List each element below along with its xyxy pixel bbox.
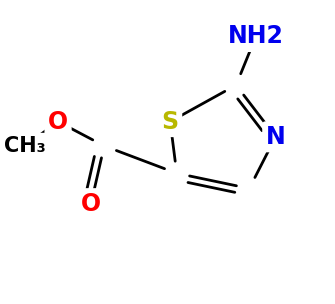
Text: O: O [48,110,68,133]
Text: N: N [266,125,285,149]
Text: O: O [81,192,101,216]
Text: NH2: NH2 [228,25,284,48]
Text: CH₃: CH₃ [4,136,46,156]
Text: S: S [161,110,179,133]
